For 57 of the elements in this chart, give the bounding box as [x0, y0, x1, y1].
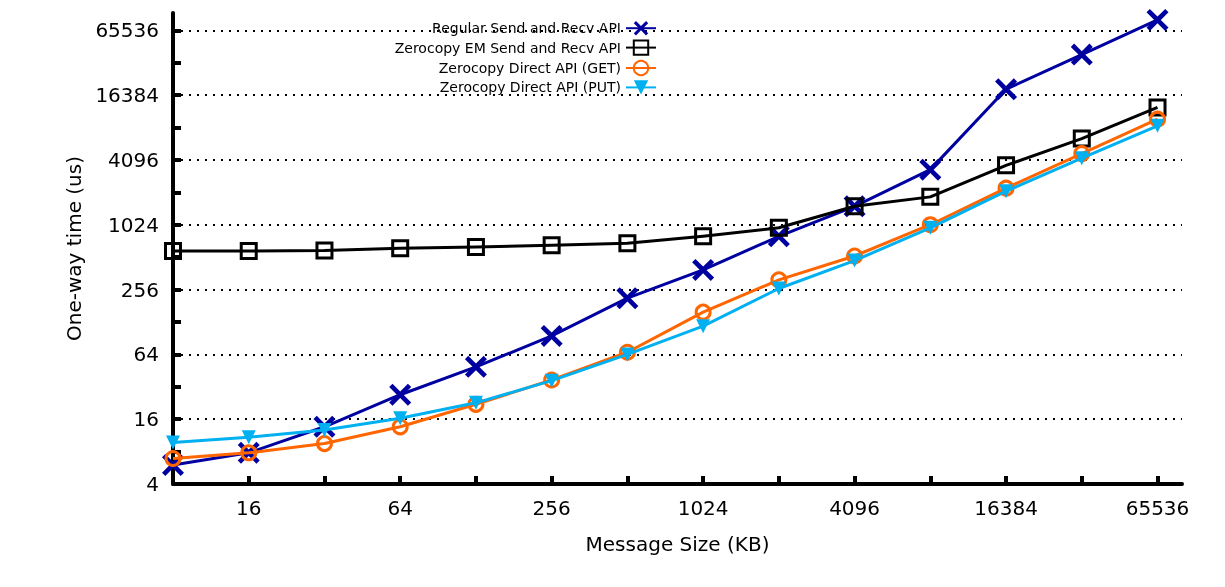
point: [999, 184, 1014, 199]
point: [919, 158, 942, 181]
y-axis-title: One-way time (us): [62, 156, 87, 341]
legend-label: Zerocopy Direct API (PUT): [439, 79, 621, 96]
y-tick-label: 256: [120, 277, 159, 302]
point: [315, 435, 333, 453]
point: [771, 281, 786, 296]
point: [241, 430, 256, 445]
point: [391, 239, 410, 258]
legend-label: Zerocopy Direct API (GET): [438, 60, 621, 76]
y-tick-label: 64: [133, 342, 159, 367]
point: [1149, 110, 1167, 128]
x-tick-label: 16384: [974, 496, 1038, 520]
point: [770, 271, 788, 289]
point: [1074, 151, 1089, 166]
point: [694, 227, 713, 246]
point: [997, 156, 1016, 175]
point: [464, 355, 487, 378]
x-tick-label: 16: [236, 496, 262, 520]
point: [694, 303, 712, 321]
x-tick-label: 1024: [677, 496, 729, 520]
point: [921, 187, 940, 206]
point: [166, 435, 180, 450]
y-tick-label: 16384: [95, 83, 159, 108]
point: [1146, 8, 1169, 31]
point: [616, 287, 639, 310]
point: [769, 218, 788, 237]
point: [466, 238, 485, 257]
point: [618, 234, 637, 253]
point: [164, 241, 182, 260]
point: [389, 383, 412, 406]
y-tick-label: 1024: [108, 212, 159, 237]
point: [315, 241, 334, 260]
point: [542, 236, 561, 255]
x-tick-label: 64: [387, 496, 413, 520]
point: [847, 253, 862, 268]
point: [692, 258, 715, 281]
point: [391, 418, 409, 436]
point: [393, 411, 408, 426]
y-tick-label: 4: [146, 472, 159, 496]
x-tick-label: 65536: [1125, 496, 1190, 520]
point: [540, 324, 563, 347]
x-axis-title: Message Size (KB): [585, 532, 770, 556]
y-tick-label: 65536: [95, 18, 159, 43]
x-tick-label: 4096: [829, 496, 881, 520]
point: [239, 241, 258, 260]
x-tick-label: 256: [532, 496, 571, 520]
y-tick-label: 16: [133, 407, 159, 432]
point: [995, 78, 1018, 101]
point: [1070, 43, 1093, 66]
point: [620, 347, 635, 362]
point: [696, 319, 711, 334]
point: [1150, 118, 1165, 133]
legend-label: Zerocopy EM Send and Recv API: [394, 39, 621, 56]
y-tick-label: 4096: [108, 147, 159, 172]
point: [923, 220, 938, 235]
point: [164, 450, 182, 468]
